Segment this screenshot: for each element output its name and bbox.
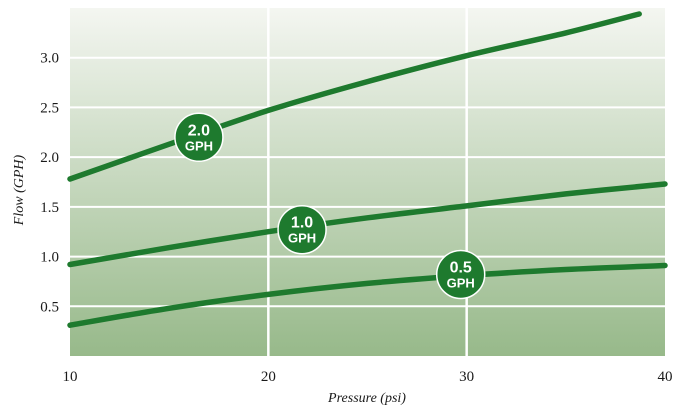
y-tick-label: 0.5 — [40, 299, 59, 315]
grid-lines — [70, 8, 665, 356]
series-line — [67, 262, 668, 328]
x-tick-label: 10 — [63, 369, 78, 385]
x-tick-labels: 10 20 30 40 — [63, 369, 673, 385]
y-tick-label: 2.5 — [40, 100, 59, 116]
series-badge-circle — [277, 204, 327, 255]
series-line — [67, 11, 642, 182]
series-line — [67, 181, 668, 268]
y-tick-label: 3.0 — [40, 51, 59, 67]
series-badge-value: 1.0 — [291, 215, 313, 232]
y-tick-labels: 0.5 1.0 1.5 2.0 2.5 3.0 — [40, 51, 59, 316]
plot-background — [70, 8, 665, 356]
series-badge-unit: GPH — [447, 275, 475, 290]
series-badge-unit: GPH — [185, 138, 213, 153]
plot-area — [70, 8, 665, 356]
series-badge-circle — [174, 112, 224, 163]
x-tick-label: 20 — [261, 369, 276, 385]
x-tick-label: 40 — [658, 369, 673, 385]
y-axis-label: Flow (GPH) — [12, 154, 27, 226]
y-tick-label: 2.0 — [40, 150, 59, 166]
series-badge-value: 0.5 — [450, 259, 472, 276]
x-tick-label: 30 — [459, 369, 474, 385]
y-tick-label: 1.0 — [40, 250, 59, 266]
series-badge-unit: GPH — [288, 231, 316, 246]
y-tick-label: 1.5 — [40, 200, 59, 216]
series-lines — [67, 11, 668, 328]
series-badge-value: 2.0 — [188, 122, 210, 139]
series-badge-circle — [435, 249, 486, 300]
x-axis-label: Pressure (psi) — [327, 391, 406, 406]
